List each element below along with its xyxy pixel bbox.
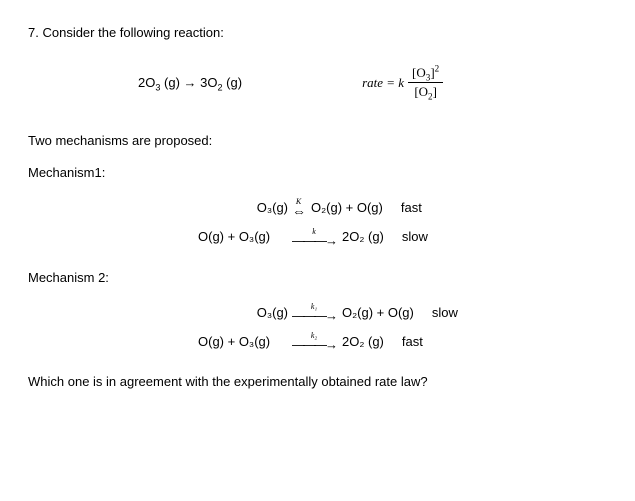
m2s2-rhs: 2O₂ (g)	[342, 333, 384, 351]
m2s1-speed: slow	[432, 304, 458, 322]
mech1-step2: O(g) + O₃(g) k ———→ 2O₂ (g) slow	[198, 228, 607, 247]
rate-label: rate = k	[362, 74, 404, 92]
num-sup: 2	[435, 64, 440, 74]
mechanism1-steps: O₃(g) K ⇔ O₂(g) + O(g) fast O(g) + O₃(g)…	[28, 198, 607, 247]
m1s2-rhs: 2O₂ (g)	[342, 228, 384, 246]
den-close: ]	[433, 84, 437, 99]
rxn-arrow: →	[184, 75, 197, 90]
rxn-lhs-phase: (g)	[160, 75, 183, 90]
rate-fraction: [O3]2 [O2]	[408, 64, 443, 101]
m1s1-speed: fast	[401, 199, 422, 217]
m1s2-lhs: O(g) + O₃(g)	[198, 228, 288, 246]
m1s1-arrow: ⇔	[292, 204, 305, 218]
overall-equation-row: 2O3 (g) → 3O2 (g) rate = k [O3]2 [O2]	[28, 64, 607, 101]
rate-denominator: [O2]	[410, 83, 441, 101]
rxn-rhs-phase: (g)	[223, 75, 243, 90]
m1s1-rhs: O₂(g) + O(g)	[311, 199, 383, 217]
page: 7. Consider the following reaction: 2O3 …	[0, 0, 635, 415]
m2s1-arrow: ———→	[292, 309, 336, 322]
rxn-rhs-coef: 3O	[197, 75, 218, 90]
question-number: 7.	[28, 25, 39, 40]
rxn-lhs-coef: 2O	[138, 75, 155, 90]
m2s1-rhs: O₂(g) + O(g)	[342, 304, 414, 322]
m2s1-lhs: O₃(g)	[198, 304, 288, 322]
den-open: [O	[414, 84, 428, 99]
m2s2-speed: fast	[402, 333, 423, 351]
final-question: Which one is in agreement with the exper…	[28, 373, 607, 391]
m1s2-arrow: ———→	[292, 234, 336, 247]
num-open: [O	[412, 65, 426, 80]
mech2-step1: O₃(g) k₁ ———→ O₂(g) + O(g) slow	[198, 303, 607, 322]
question-line: 7. Consider the following reaction:	[28, 24, 607, 42]
mechanism2-title: Mechanism 2:	[28, 269, 607, 287]
mechanism2-steps: O₃(g) k₁ ———→ O₂(g) + O(g) slow O(g) + O…	[28, 303, 607, 351]
mech2-step2: O(g) + O₃(g) k₂ ———→ 2O₂ (g) fast	[198, 332, 607, 351]
m1s2-speed: slow	[402, 228, 428, 246]
m2s2-arrow-box: k₂ ———→	[292, 332, 336, 351]
overall-reaction: 2O3 (g) → 3O2 (g)	[138, 74, 242, 92]
m2s2-arrow: ———→	[292, 338, 336, 351]
m1s1-arrow-box: K ⇔	[292, 198, 305, 218]
rate-expression: rate = k [O3]2 [O2]	[362, 64, 443, 101]
m2s1-arrow-box: k₁ ———→	[292, 303, 336, 322]
question-prompt: Consider the following reaction:	[42, 25, 223, 40]
m1s2-arrow-box: k ———→	[292, 228, 336, 247]
mechanisms-intro: Two mechanisms are proposed:	[28, 132, 607, 150]
mechanism1-title: Mechanism1:	[28, 164, 607, 182]
m1s1-lhs: O₃(g)	[198, 199, 288, 217]
m2s2-lhs: O(g) + O₃(g)	[198, 333, 288, 351]
rate-numerator: [O3]2	[408, 64, 443, 83]
mech1-step1: O₃(g) K ⇔ O₂(g) + O(g) fast	[198, 198, 607, 218]
